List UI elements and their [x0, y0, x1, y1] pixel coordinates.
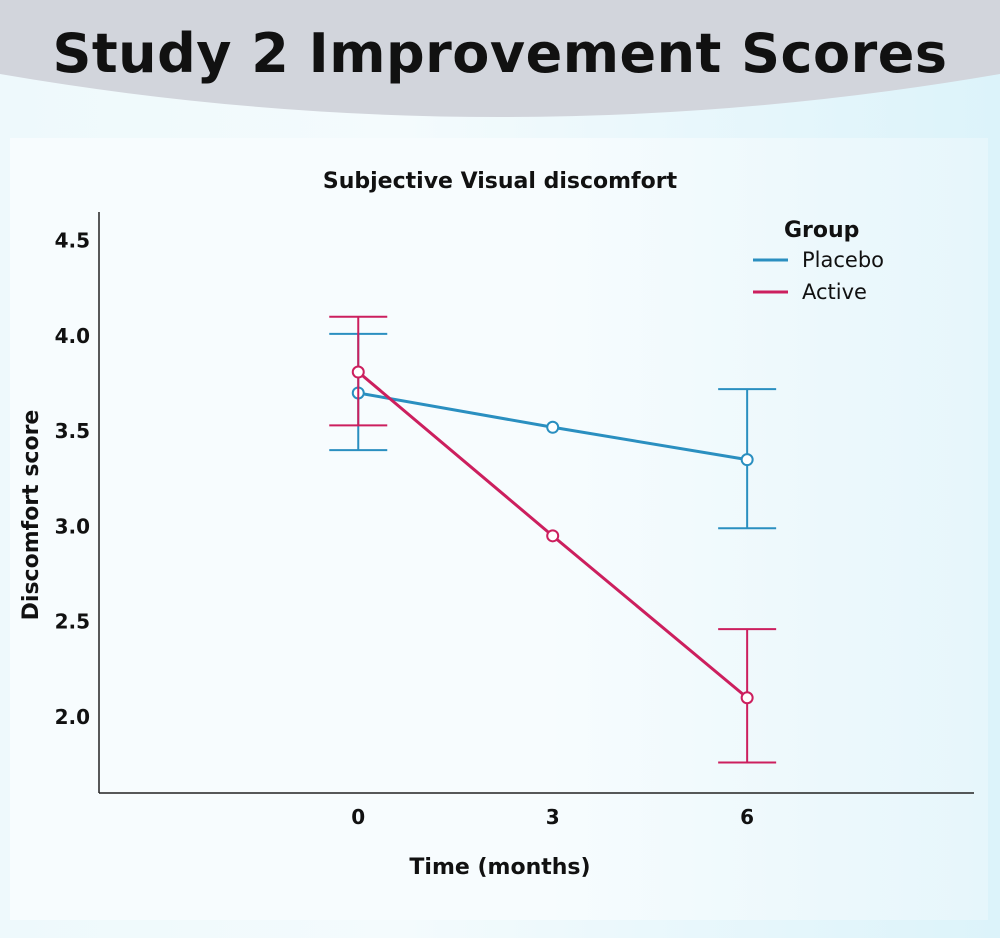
y-axis-ticks: 2.0 2.5 3.0 3.5 4.0 4.5 — [55, 229, 90, 729]
legend: Group Placebo Active — [753, 218, 884, 304]
y-tick-label: 4.5 — [55, 229, 90, 253]
data-point-active — [740, 691, 754, 705]
page-title: Study 2 Improvement Scores — [52, 22, 948, 85]
header-band — [0, 0, 1000, 117]
x-axis-label: Time (months) — [409, 855, 590, 880]
data-point-active — [546, 529, 560, 543]
legend-item-active: Active — [753, 280, 867, 304]
legend-label-active: Active — [802, 280, 867, 304]
legend-item-placebo: Placebo — [753, 248, 884, 272]
x-tick-label: 3 — [546, 805, 560, 829]
y-tick-label: 2.5 — [55, 610, 90, 634]
data-point-placebo — [740, 453, 754, 467]
x-axis-ticks: 0 3 6 — [351, 805, 754, 829]
series-layer — [329, 315, 777, 764]
chart-axes — [98, 212, 974, 794]
legend-title: Group — [784, 218, 859, 243]
series-active — [329, 315, 777, 764]
chart-panel: 2.0 2.5 3.0 3.5 4.0 4.5 0 3 6 Subjective Visual… — [10, 138, 988, 920]
y-tick-label: 3.0 — [55, 514, 90, 538]
line-chart: 2.0 2.5 3.0 3.5 4.0 4.5 0 3 6 Subjective Visual… — [19, 169, 974, 880]
data-point-active — [351, 365, 365, 379]
series-placebo — [329, 332, 777, 530]
x-tick-label: 0 — [351, 805, 365, 829]
data-point-placebo — [546, 420, 560, 434]
chart-title: Subjective Visual discomfort — [323, 169, 678, 194]
y-tick-label: 2.0 — [55, 705, 90, 729]
y-tick-label: 3.5 — [55, 419, 90, 443]
legend-label-placebo: Placebo — [802, 248, 884, 272]
y-axis-label: Discomfort score — [19, 410, 44, 621]
y-tick-label: 4.0 — [55, 324, 90, 348]
x-tick-label: 6 — [740, 805, 754, 829]
legend-items: Placebo Active — [753, 248, 884, 304]
